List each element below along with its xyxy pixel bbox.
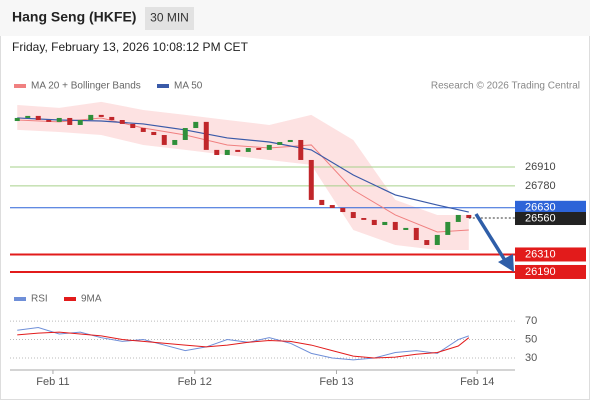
candle: [214, 149, 220, 156]
candle: [140, 128, 146, 132]
candle: [35, 115, 41, 121]
last-price-label: 26560: [525, 212, 556, 224]
header-bg: [0, 0, 590, 36]
timeframe: 30 MIN: [150, 11, 189, 25]
candle: [403, 227, 409, 230]
level-label: 26780: [525, 180, 556, 192]
y-tick-label: 70: [525, 315, 537, 327]
timeframe-box: [145, 7, 194, 30]
legend-swatch: [14, 297, 26, 301]
level-label: 26630: [525, 202, 556, 214]
forecast-arrowhead: [498, 254, 514, 272]
rsi-line: [17, 331, 470, 359]
candle: [245, 148, 251, 152]
candle: [413, 227, 419, 241]
candle: [382, 221, 388, 226]
candle: [424, 240, 430, 245]
candle: [361, 218, 367, 220]
last-price-box: [515, 212, 586, 226]
candle: [203, 121, 209, 150]
candle: [256, 148, 262, 150]
x-tick-label: Feb 13: [319, 376, 353, 388]
candle: [98, 114, 104, 117]
level-label: 26910: [525, 161, 556, 173]
level-label: 26190: [525, 266, 556, 278]
legend-label: MA 50: [174, 81, 203, 92]
candle: [182, 128, 188, 140]
legend-swatch: [157, 84, 169, 88]
bollinger-band: [17, 101, 469, 250]
candle: [466, 214, 472, 219]
level-box: [515, 200, 586, 215]
candle: [224, 149, 230, 156]
title: Hang Seng (HKFE): [12, 9, 136, 25]
legend-label: RSI: [31, 294, 48, 305]
candle: [161, 135, 167, 145]
candle: [277, 142, 283, 145]
candle: [46, 120, 52, 122]
candle: [308, 159, 314, 200]
candle: [109, 116, 115, 121]
candle: [455, 214, 461, 222]
candle: [151, 131, 157, 136]
level-box: [515, 264, 586, 279]
candle: [56, 117, 62, 122]
legend-swatch: [14, 84, 26, 88]
candle: [392, 221, 398, 230]
candle: [319, 199, 325, 206]
candle: [25, 115, 31, 118]
x-tick-label: Feb 14: [460, 376, 494, 388]
candle: [88, 114, 94, 121]
candle: [287, 139, 293, 143]
date: Friday, February 13, 2026 10:08:12 PM CE…: [12, 40, 249, 54]
candle: [266, 144, 272, 150]
candle: [119, 120, 125, 124]
forecast-arrow: [474, 213, 508, 263]
y-tick-label: 30: [525, 352, 537, 364]
candle: [77, 120, 83, 125]
legend-label: 9MA: [81, 294, 102, 305]
candle: [130, 123, 136, 129]
candle: [193, 121, 199, 129]
candle: [298, 139, 304, 160]
candle: [67, 117, 73, 125]
x-tick-label: Feb 12: [178, 376, 212, 388]
legend-swatch: [64, 297, 76, 301]
candle: [14, 117, 20, 122]
legend-label: MA 20 + Bollinger Bands: [31, 81, 141, 92]
candle: [329, 205, 335, 208]
ma-line: [17, 117, 469, 213]
candle: [340, 207, 346, 213]
candle: [371, 219, 377, 226]
candle: [350, 212, 356, 219]
x-tick-label: Feb 11: [36, 376, 69, 388]
candle: [172, 139, 178, 145]
candle: [445, 221, 451, 235]
candle: [434, 234, 440, 245]
ma-line: [17, 117, 469, 233]
y-tick-label: 50: [525, 333, 537, 345]
credit: Research © 2026 Trading Central: [431, 81, 580, 92]
level-box: [515, 247, 586, 262]
candle: [235, 149, 241, 152]
level-label: 26310: [525, 248, 556, 260]
